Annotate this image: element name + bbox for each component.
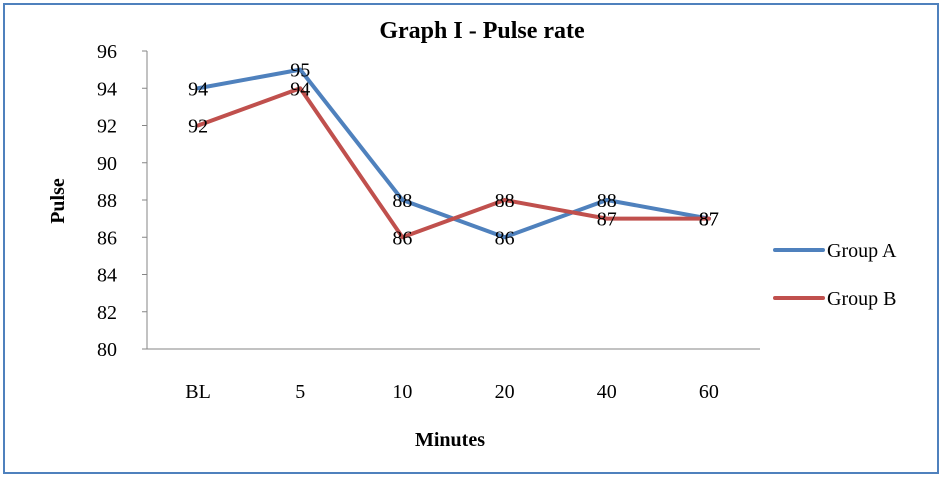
y-axis-label: Pulse xyxy=(47,178,69,224)
data-label: 92 xyxy=(188,116,208,138)
data-label: 94 xyxy=(290,78,310,100)
y-tick-label: 82 xyxy=(97,302,117,324)
data-label: 87 xyxy=(699,209,719,231)
x-tick-label: 40 xyxy=(597,381,617,403)
legend-label: Group A xyxy=(827,240,897,262)
x-tick-label: 10 xyxy=(392,381,412,403)
data-label: 87 xyxy=(597,209,617,231)
data-label: 86 xyxy=(495,227,515,249)
x-tick-label: 60 xyxy=(699,381,719,403)
y-tick-label: 84 xyxy=(97,265,117,287)
data-label: 95 xyxy=(290,60,310,82)
data-label: 87 xyxy=(699,209,719,231)
y-tick-label: 92 xyxy=(97,116,117,138)
y-tick-label: 94 xyxy=(97,78,117,100)
data-label: 88 xyxy=(597,190,617,212)
data-label: 88 xyxy=(495,190,515,212)
y-tick-label: 80 xyxy=(97,339,117,361)
y-tick-label: 90 xyxy=(97,153,117,175)
legend-label: Group B xyxy=(827,288,896,310)
y-tick-label: 96 xyxy=(97,41,117,63)
x-tick-label: 5 xyxy=(295,381,305,403)
x-tick-label: BL xyxy=(185,381,211,403)
data-label: 88 xyxy=(392,190,412,212)
data-label: 94 xyxy=(188,78,208,100)
x-axis-label: Minutes xyxy=(415,429,485,451)
y-tick-label: 86 xyxy=(97,227,117,249)
chart-title: Graph I - Pulse rate xyxy=(379,18,585,44)
series-line-group-a xyxy=(196,67,711,240)
y-tick-label: 88 xyxy=(97,190,117,212)
series-line-group-b xyxy=(196,86,711,240)
data-label: 86 xyxy=(392,227,412,249)
chart-frame xyxy=(3,3,939,474)
x-tick-label: 20 xyxy=(495,381,515,403)
